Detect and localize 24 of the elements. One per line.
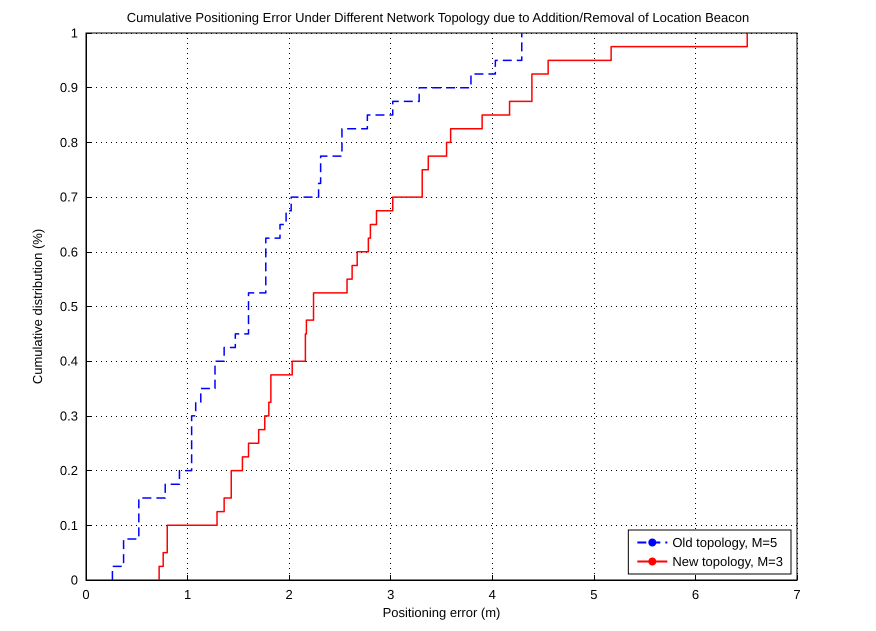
x-tick-label: 4 [488,587,496,602]
y-tick-label: 0.7 [60,190,78,205]
x-tick-label: 1 [184,587,192,602]
y-tick-label: 0.6 [60,244,78,260]
y-tick-label: 0.3 [60,408,78,424]
y-tick-label: 0.5 [60,299,78,314]
legend-label: New topology, M=3 [672,554,784,569]
chart-title: Cumulative Positioning Error Under Different Network Topology due to Addition/Removal of Location Beacon [126,10,750,25]
legend-label: Old topology, M=5 [672,535,778,550]
y-tick-label: 0.4 [60,354,78,369]
x-tick-label: 3 [387,587,394,602]
x-tick-label: 7 [793,587,801,602]
x-tick-label: 6 [692,587,700,602]
y-tick-label: 0.9 [60,80,78,96]
x-tick-label: 5 [590,587,598,602]
y-tick-label: 0.1 [60,518,78,533]
y-tick-label: 1 [70,26,78,40]
x-tick-label: 2 [286,587,293,602]
y-tick-label: 0 [70,572,78,588]
y-tick-label: 0.2 [60,463,78,478]
x-tick-label: 0 [82,587,90,602]
y-axis-title: Cumulative distribution (%) [30,228,45,384]
y-tick-label: 0.8 [60,134,78,150]
x-axis-title: Positioning error (m) [382,605,500,620]
